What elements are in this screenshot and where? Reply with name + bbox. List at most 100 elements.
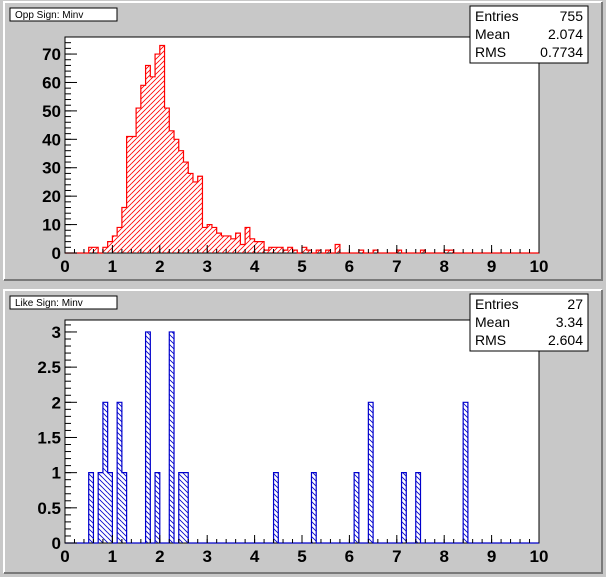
histogram-bar <box>155 54 160 254</box>
histogram-like-sign <box>65 331 539 544</box>
histogram-bar <box>112 235 118 253</box>
x-tick-label: 5 <box>297 547 306 566</box>
histogram-bar <box>420 250 426 253</box>
x-tick-label: 3 <box>202 547 211 566</box>
histogram-bar <box>145 65 151 253</box>
x-tick-label: 10 <box>530 547 549 566</box>
histogram-bar <box>448 250 454 253</box>
histogram-bar <box>249 238 255 253</box>
histogram-bar <box>107 472 113 543</box>
histogram-bar <box>264 250 269 253</box>
histogram-bar <box>235 233 241 253</box>
pad-like-sign: 0 1 2 3 4 5 6 7 8 9 10 0 0.5 1 1.5 2 2.5 3 Like Sign: Min… <box>3 289 603 574</box>
y-tick-label: 3 <box>52 323 61 342</box>
x-tick-label: 2 <box>155 547 164 566</box>
histogram-bar <box>230 238 236 253</box>
x-tick-label: 2 <box>155 257 164 276</box>
histogram-bar <box>159 45 165 253</box>
stats-entries-value: 755 <box>560 8 584 24</box>
stats-entries-label: Entries <box>475 296 519 312</box>
histogram-bar <box>254 241 260 253</box>
x-tick-label: 1 <box>108 257 117 276</box>
histogram-bar <box>226 235 231 253</box>
y-tick-label: 60 <box>42 73 61 92</box>
histogram-bar <box>273 472 279 543</box>
histogram-bar <box>121 207 127 253</box>
x-tick-label: 9 <box>487 547 496 566</box>
y-tick-label: 70 <box>42 45 61 64</box>
histogram-bar <box>169 331 175 543</box>
histogram-bar <box>88 247 94 253</box>
x-tick-label: 6 <box>345 547 354 566</box>
y-tick-label: 2 <box>52 393 61 412</box>
axes-like-sign: 0 1 2 3 4 5 6 7 8 9 10 0 0.5 1 1.5 2 2.5 3 <box>37 323 548 566</box>
histogram-bar <box>107 241 113 253</box>
histogram-bar <box>140 85 146 253</box>
x-tick-label: 8 <box>439 257 448 276</box>
stats-box-like: Entries 27 Mean 3.34 RMS 2.604 <box>469 293 589 352</box>
histogram-bar <box>131 136 137 253</box>
histogram-bar <box>136 108 141 253</box>
y-tick-label: 10 <box>42 216 61 235</box>
histogram-bar <box>117 402 122 543</box>
stats-mean-value: 3.34 <box>556 314 583 330</box>
histogram-bar <box>259 241 265 253</box>
histogram-bar <box>202 227 208 253</box>
histogram-bar <box>373 250 378 253</box>
histogram-bar <box>358 250 364 253</box>
histogram-bar <box>150 76 156 253</box>
histogram-bar <box>306 250 312 253</box>
histogram-bar <box>240 244 246 253</box>
histogram-bar <box>188 173 193 253</box>
histogram-bar <box>178 150 184 253</box>
histogram-bar <box>287 247 293 253</box>
histogram-bar <box>316 250 321 253</box>
x-tick-label: 4 <box>250 257 260 276</box>
histogram-bar <box>325 250 331 253</box>
plot-frame-like <box>64 319 540 544</box>
histogram-bar <box>354 472 359 543</box>
y-tick-label: 1 <box>52 464 61 483</box>
histogram-bar <box>368 402 374 543</box>
histogram-bar <box>88 472 94 543</box>
y-tick-label: 0.5 <box>37 499 61 518</box>
x-tick-label: 10 <box>530 257 549 276</box>
histogram-bar <box>245 227 250 253</box>
title-box-opp: Opp Sign: Minv <box>9 7 118 22</box>
stats-box-opp: Entries 755 Mean 2.074 RMS 0.7734 <box>469 5 589 64</box>
x-tick-label: 8 <box>439 547 448 566</box>
histogram-bar <box>415 472 421 543</box>
histogram-bar <box>183 472 189 543</box>
histogram-bar <box>117 227 122 253</box>
title-box-like: Like Sign: Minv <box>9 295 118 310</box>
stats-rms-label: RMS <box>475 44 506 60</box>
y-tick-label: 2.5 <box>37 358 61 377</box>
stats-mean-label: Mean <box>475 314 510 330</box>
y-tick-label: 20 <box>42 187 61 206</box>
histogram-bar <box>197 176 203 253</box>
histogram-bar <box>192 181 198 253</box>
histogram-bar <box>98 472 103 543</box>
histogram-bar <box>169 130 175 253</box>
y-tick-label: 40 <box>42 130 61 149</box>
stats-mean-label: Mean <box>475 26 510 42</box>
histogram-bar <box>221 235 227 253</box>
x-tick-label: 4 <box>250 547 260 566</box>
y-tick-label: 0 <box>52 534 61 553</box>
histogram-bar <box>335 244 340 253</box>
x-tick-label: 0 <box>60 257 69 276</box>
stats-rms-value: 0.7734 <box>540 44 583 60</box>
histogram-bar <box>401 472 407 543</box>
title-like-sign: Like Sign: Minv <box>15 298 83 309</box>
histogram-bar <box>302 247 307 253</box>
histogram-bar <box>164 108 170 253</box>
x-tick-label: 7 <box>392 257 401 276</box>
stats-entries-label: Entries <box>475 8 519 24</box>
histogram-bar <box>463 402 468 543</box>
histogram-bar <box>145 331 151 543</box>
histogram-bar <box>93 247 99 253</box>
x-tick-label: 9 <box>487 257 496 276</box>
axes-opp-sign: 0 1 2 3 4 5 6 7 8 9 10 0 10 20 30 40 50 60 70 <box>42 36 549 276</box>
stats-rms-label: RMS <box>475 332 506 348</box>
title-opp-sign: Opp Sign: Minv <box>15 10 83 21</box>
